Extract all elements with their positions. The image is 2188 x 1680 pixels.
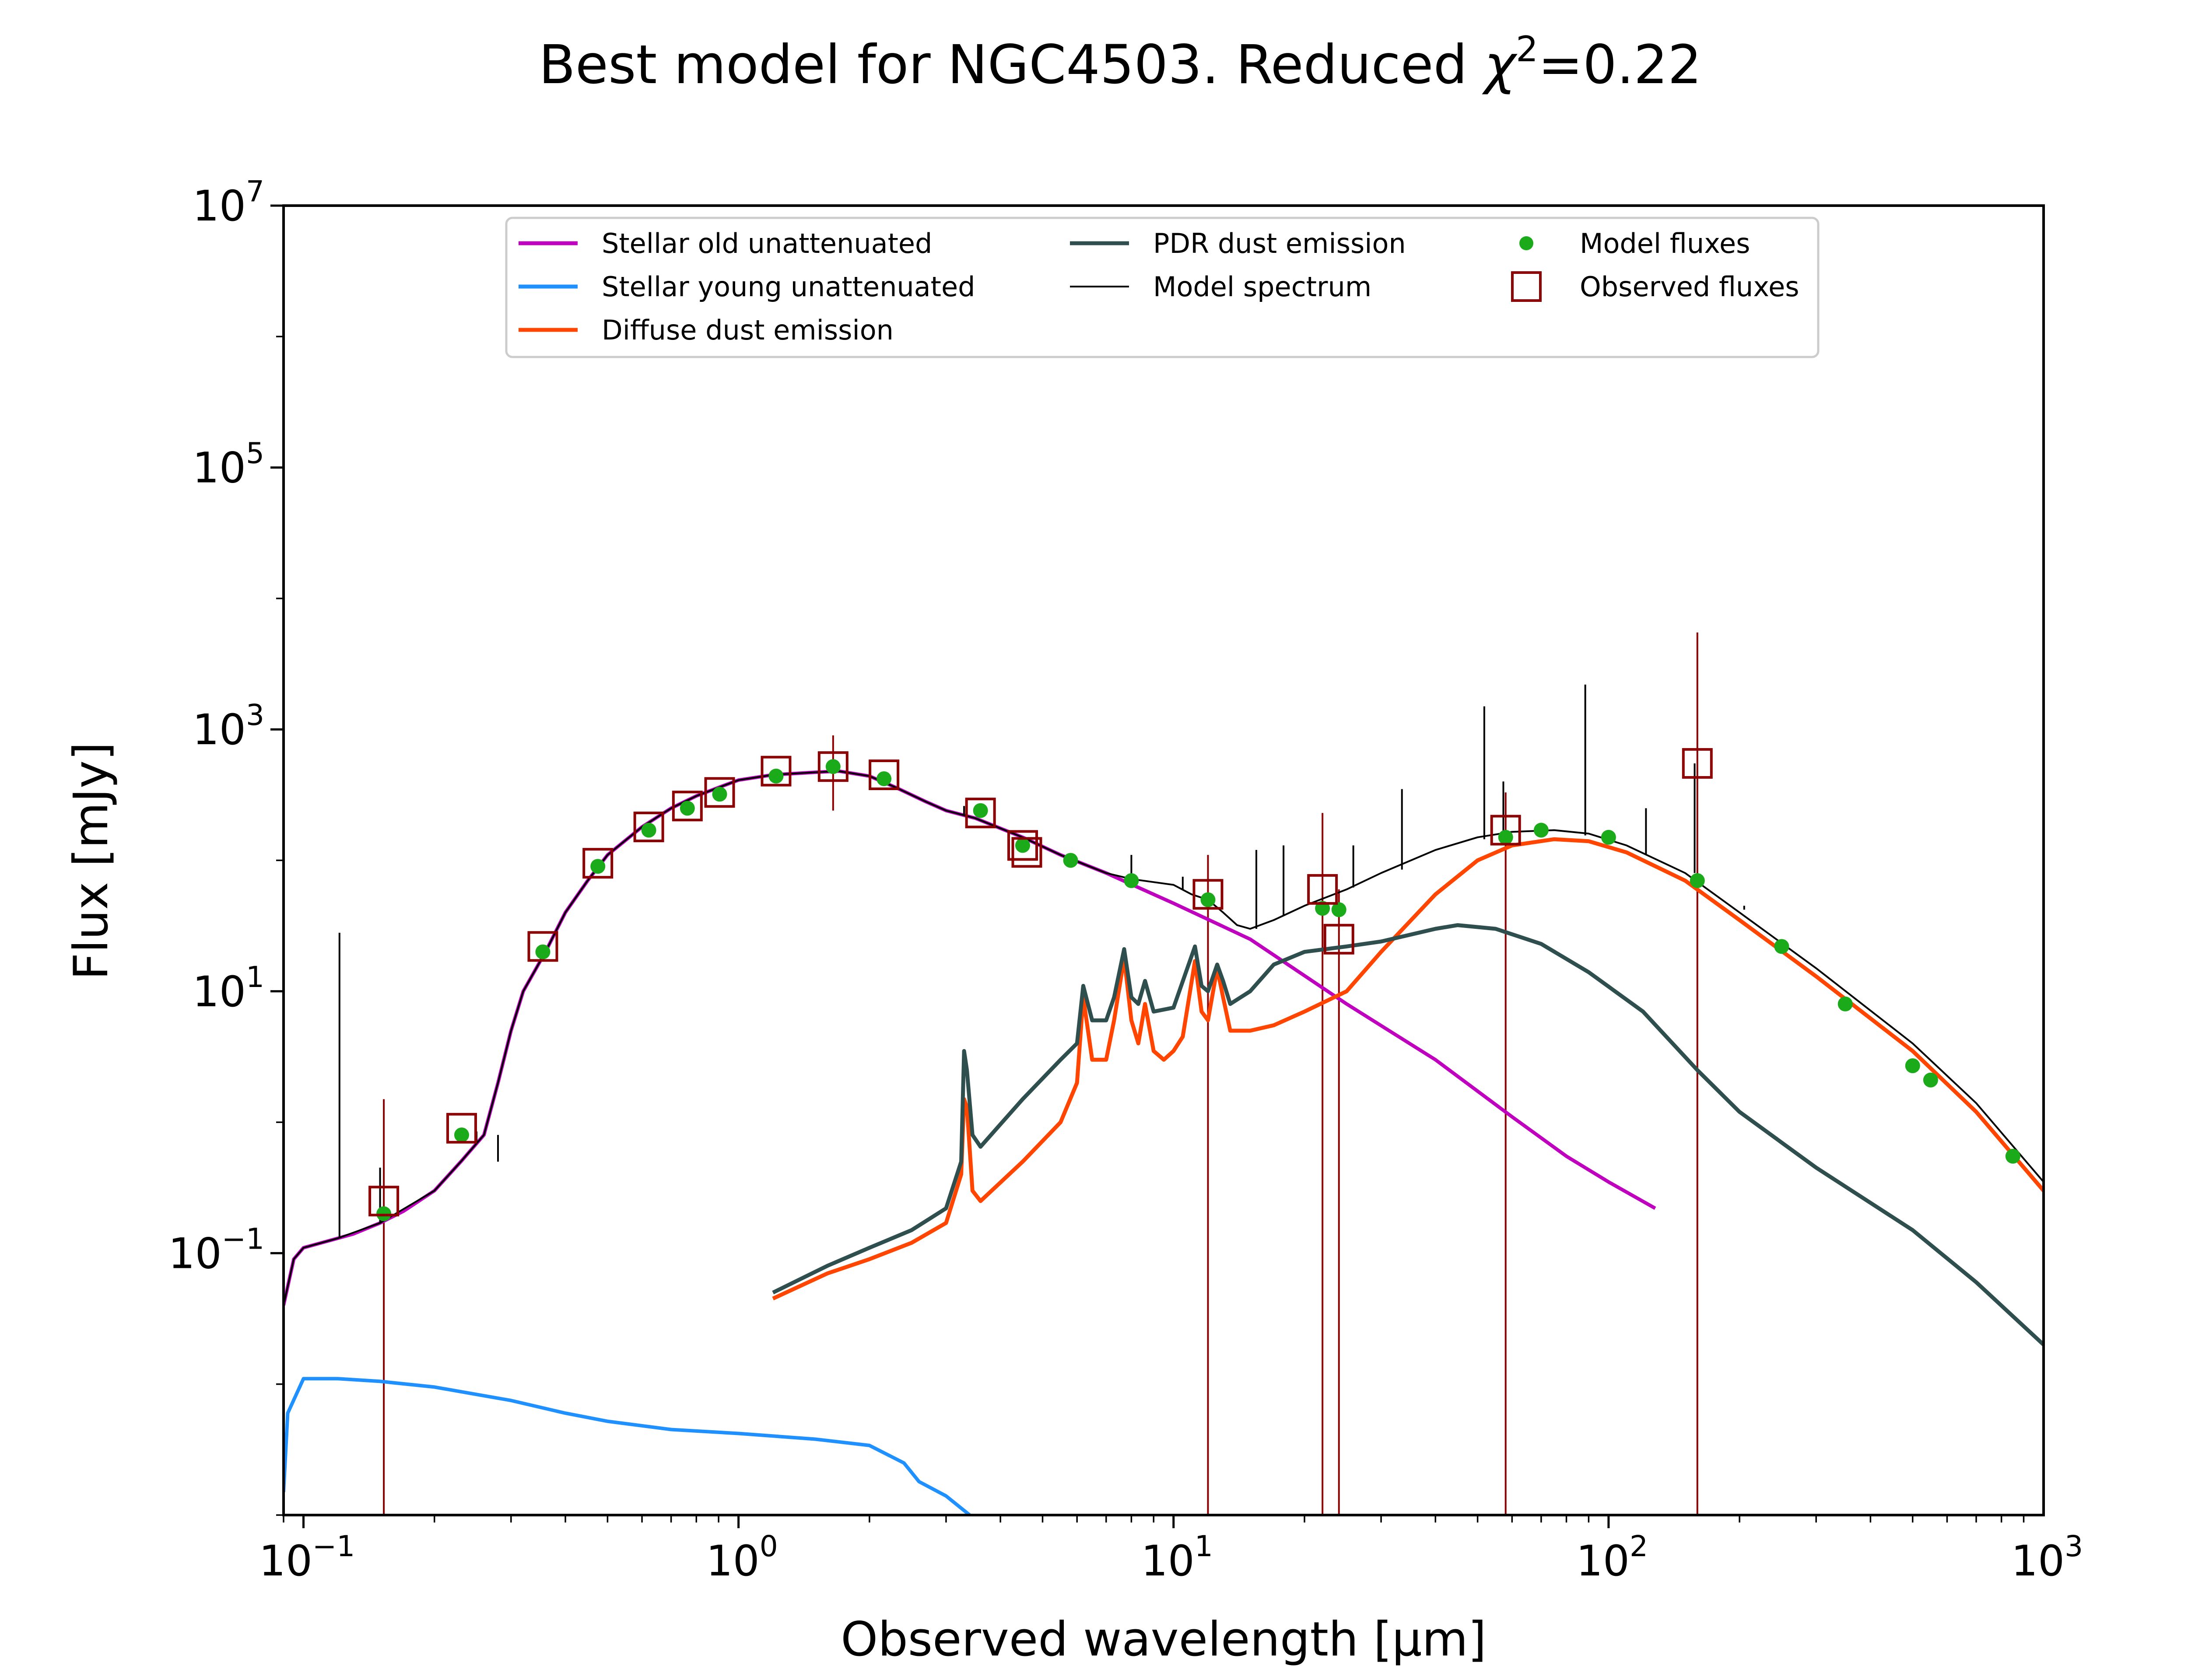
model-flux-point-2 <box>535 944 551 959</box>
model-flux-point-18 <box>1533 822 1549 838</box>
model-flux-point-10 <box>973 803 988 818</box>
series-line-diffuse <box>772 837 2044 1301</box>
model-flux-point-12 <box>1063 853 1078 868</box>
legend-swatch-observed <box>1511 271 1542 302</box>
legend-swatch-modelfluxes <box>1519 236 1533 250</box>
plot-area <box>284 632 2044 1515</box>
legend-label-observed: Observed fluxes <box>1580 271 1799 303</box>
observed-flux-point-1 <box>446 1113 477 1144</box>
observed-flux-point-6 <box>704 777 735 808</box>
legend-label-young: Stellar young unattenuated <box>602 271 975 303</box>
model-flux-point-1 <box>454 1127 469 1143</box>
y-tick-label-3: 105 <box>193 437 264 493</box>
observed-flux-point-8 <box>817 751 849 782</box>
observed-flux-point-9 <box>869 759 900 790</box>
legend-box <box>505 217 1820 358</box>
observed-flux-point-16 <box>1490 815 1521 846</box>
emission-lines <box>338 684 1745 1239</box>
observed-flux-point-17 <box>1682 748 1713 779</box>
model-flux-point-5 <box>680 801 695 816</box>
observed-flux-point-5 <box>672 791 703 822</box>
observed-flux-point-4 <box>633 812 664 843</box>
x-axis-label: Observed wavelength [μm] <box>841 1612 1487 1667</box>
model-flux-point-7 <box>768 768 784 784</box>
x-tick-label-0: 10−1 <box>259 1530 355 1586</box>
observed-flux-point-7 <box>761 756 792 787</box>
observed-flux-point-3 <box>582 848 614 879</box>
model-flux-point-24 <box>1923 1072 1938 1088</box>
x-tick-label-2: 101 <box>1141 1530 1213 1586</box>
observed-flux-point-10 <box>965 798 996 829</box>
x-tick-label-1: 100 <box>706 1530 778 1586</box>
legend-label-old: Stellar old unattenuated <box>602 228 932 259</box>
legend-label-pdr: PDR dust emission <box>1153 228 1406 259</box>
model-flux-point-19 <box>1601 830 1616 845</box>
title-sup: 2 <box>1516 29 1538 70</box>
legend-label-model: Model spectrum <box>1153 271 1371 303</box>
model-flux-point-11 <box>1015 838 1030 853</box>
x-axis-ticks: 10−1 100 101 102 103 <box>259 1515 2083 1586</box>
model-flux-point-20 <box>1690 873 1705 888</box>
title-chi: χ <box>1482 34 1518 96</box>
observed-flux-point-13 <box>1192 879 1224 910</box>
error-bars <box>383 632 1698 1515</box>
legend-label-diffuse: Diffuse dust emission <box>602 314 894 346</box>
chart-title: Best model for NGC4503. Reduced χ2=0.22 <box>539 29 1702 96</box>
series-line-pdr <box>772 923 2044 1346</box>
model-flux-point-8 <box>825 759 841 774</box>
y-tick-label-2: 103 <box>193 698 264 754</box>
observed-flux-points <box>368 748 1713 1217</box>
observed-flux-point-2 <box>527 931 558 962</box>
legend-label-modelfluxes: Model fluxes <box>1580 228 1750 259</box>
y-axis-ticks: 10−1 101 103 105 107 <box>168 175 284 1516</box>
model-flux-point-9 <box>877 771 892 786</box>
y-tick-label-4: 107 <box>193 175 264 231</box>
observed-flux-point-12 <box>1011 837 1042 868</box>
model-flux-point-6 <box>712 787 727 802</box>
model-flux-point-16 <box>1331 902 1346 917</box>
observed-flux-point-0 <box>368 1186 400 1217</box>
observed-flux-point-11 <box>1007 830 1038 861</box>
model-flux-point-22 <box>1837 996 1853 1012</box>
model-flux-point-23 <box>1905 1058 1920 1073</box>
model-flux-point-3 <box>590 859 606 874</box>
model-flux-point-25 <box>2005 1148 2020 1164</box>
series-line-young <box>284 1377 971 1515</box>
title-suffix: =0.22 <box>1538 34 1702 96</box>
model-flux-point-21 <box>1774 939 1789 954</box>
observed-flux-point-15 <box>1323 924 1354 955</box>
legend: Stellar old unattenuated Stellar young un… <box>505 217 1820 358</box>
model-flux-point-4 <box>641 822 656 838</box>
y-axis-label: Flux [mJy] <box>64 742 119 980</box>
x-tick-label-3: 102 <box>1576 1530 1648 1586</box>
model-flux-point-13 <box>1124 873 1139 888</box>
observed-flux-point-14 <box>1307 874 1338 905</box>
title-prefix: Best model for NGC4503. Reduced <box>539 34 1484 96</box>
x-tick-label-4: 103 <box>2011 1530 2083 1586</box>
y-tick-label-1: 101 <box>193 960 264 1016</box>
model-flux-points <box>376 759 2020 1222</box>
model-flux-point-17 <box>1498 830 1513 845</box>
model-flux-point-14 <box>1200 892 1216 907</box>
y-tick-label-0: 10−1 <box>168 1222 264 1278</box>
